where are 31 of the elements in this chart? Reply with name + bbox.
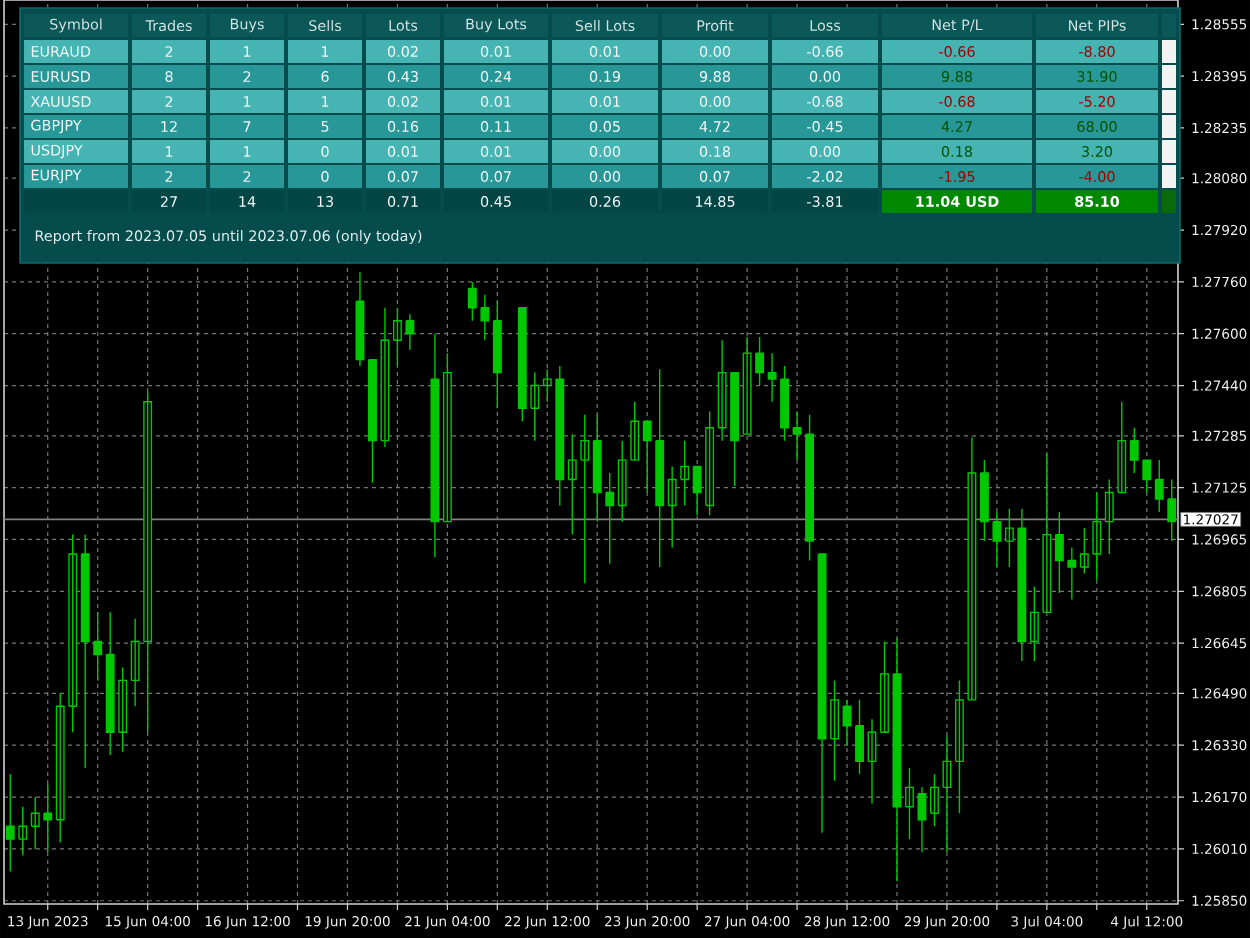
candlestick bbox=[830, 679, 839, 782]
candlestick bbox=[68, 533, 78, 733]
candlestick bbox=[867, 718, 877, 805]
candlestick bbox=[892, 637, 902, 882]
candlestick bbox=[55, 692, 65, 844]
candlestick bbox=[442, 352, 452, 523]
candlestick bbox=[979, 459, 989, 542]
candlestick bbox=[1042, 452, 1052, 614]
candlestick bbox=[480, 294, 490, 341]
candlestick bbox=[93, 611, 103, 682]
candlestick bbox=[355, 271, 365, 367]
candlestick bbox=[80, 533, 90, 769]
candlestick bbox=[992, 511, 1002, 568]
candlestick bbox=[1054, 511, 1064, 594]
candlestick bbox=[430, 333, 440, 558]
candlestick bbox=[880, 640, 889, 733]
candlestick bbox=[1104, 478, 1114, 555]
candlestick bbox=[817, 553, 827, 834]
candlestick bbox=[905, 767, 914, 840]
candlestick bbox=[942, 734, 952, 853]
candlestick bbox=[855, 699, 864, 776]
candlestick bbox=[467, 281, 477, 322]
candlestick bbox=[1117, 401, 1127, 494]
candlestick bbox=[642, 420, 652, 494]
candlestick bbox=[492, 300, 502, 409]
candlestick bbox=[1029, 585, 1039, 662]
candlestick bbox=[1067, 546, 1077, 601]
candlestick bbox=[930, 773, 939, 827]
candlestick bbox=[917, 786, 927, 853]
candlestick bbox=[655, 368, 665, 568]
candlestick bbox=[842, 699, 852, 746]
